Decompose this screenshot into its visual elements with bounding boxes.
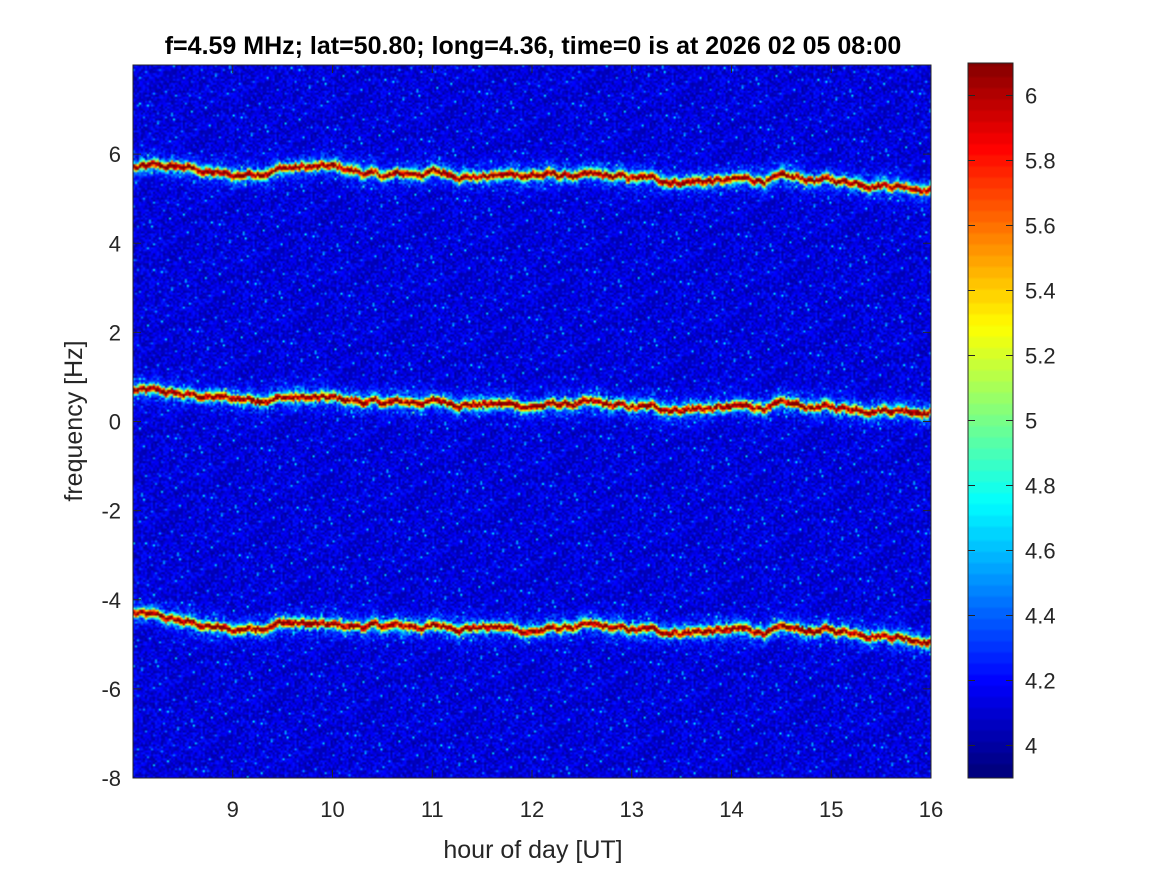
colorbar-gradient [968, 63, 1013, 778]
y-tick-label: 0 [109, 410, 121, 435]
x-tick-label: 12 [520, 797, 544, 822]
y-tick-label: -6 [101, 677, 121, 702]
y-axis-label: frequency [Hz] [60, 340, 88, 501]
x-tick-label: 14 [719, 797, 743, 822]
spectrogram-heatmap [133, 65, 931, 778]
x-tick-label: 10 [320, 797, 344, 822]
colorbar-tick-label: 4.6 [1025, 539, 1056, 564]
x-tick-label: 9 [227, 797, 239, 822]
y-tick-label: -8 [101, 766, 121, 791]
chart-title: f=4.59 MHz; lat=50.80; long=4.36, time=0… [165, 32, 902, 60]
y-axis: -8 -6 -4 -2 0 2 4 6 [101, 142, 931, 791]
colorbar-tick-label: 5.4 [1025, 279, 1056, 304]
x-tick-label: 13 [620, 797, 644, 822]
plot-area [132, 64, 932, 779]
y-tick-label: 6 [109, 142, 121, 167]
colorbar-tick-label: 6 [1025, 84, 1037, 109]
x-tick-label: 11 [421, 797, 444, 822]
colorbar-tick-label: 5.6 [1025, 214, 1056, 239]
x-axis: 9 10 11 12 13 14 15 16 [227, 65, 943, 822]
colorbar-tick-label: 5 [1025, 409, 1037, 434]
colorbar-tick-label: 4 [1025, 734, 1037, 759]
y-tick-label: 4 [109, 231, 121, 256]
x-tick-label: 16 [919, 797, 943, 822]
y-tick-label: -4 [101, 588, 121, 613]
y-tick-label: -2 [101, 499, 121, 524]
y-tick-label: 2 [109, 320, 121, 345]
colorbar-tick-label: 4.4 [1025, 604, 1056, 629]
colorbar-tick-label: 5.2 [1025, 344, 1056, 369]
colorbar-tick-label: 4.8 [1025, 474, 1056, 499]
x-axis-label: hour of day [UT] [443, 836, 622, 864]
colorbar: 4 4.2 4.4 4.6 4.8 5 5.2 5.4 5.6 5.8 6 [967, 62, 1056, 779]
colorbar-ticks: 4 4.2 4.4 4.6 4.8 5 5.2 5.4 5.6 5.8 6 [968, 84, 1056, 759]
x-tick-label: 15 [819, 797, 843, 822]
colorbar-tick-label: 5.8 [1025, 149, 1056, 174]
colorbar-tick-label: 4.2 [1025, 669, 1056, 694]
